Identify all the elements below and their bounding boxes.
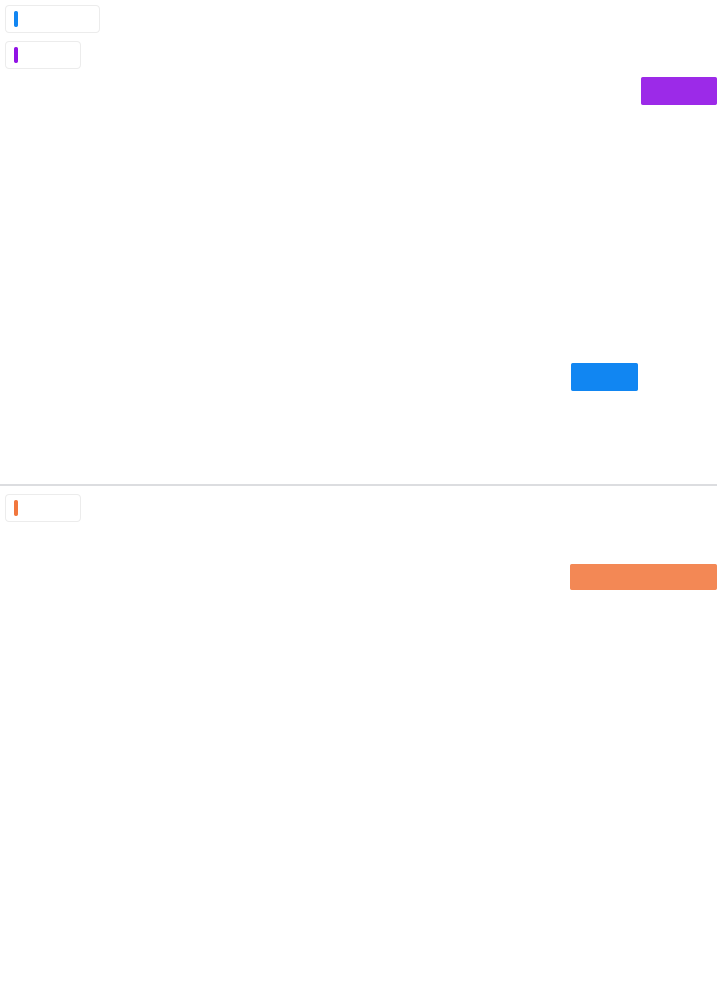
price-last-value-badge (571, 363, 638, 391)
legend-chip-dps-bars[interactable] (5, 494, 81, 522)
panel-divider (0, 484, 717, 486)
series-color-bar-blue (14, 11, 18, 27)
price-chart-svg (0, 0, 717, 486)
series-color-bar-orange (14, 500, 18, 516)
dps-last-value-badge-bottom (570, 564, 717, 590)
dps-last-value-badge-top (641, 77, 717, 105)
legend-chip-dps-overlay[interactable] (5, 41, 81, 69)
legend-chip-price[interactable] (5, 5, 100, 33)
series-color-bar-purple (14, 47, 18, 63)
